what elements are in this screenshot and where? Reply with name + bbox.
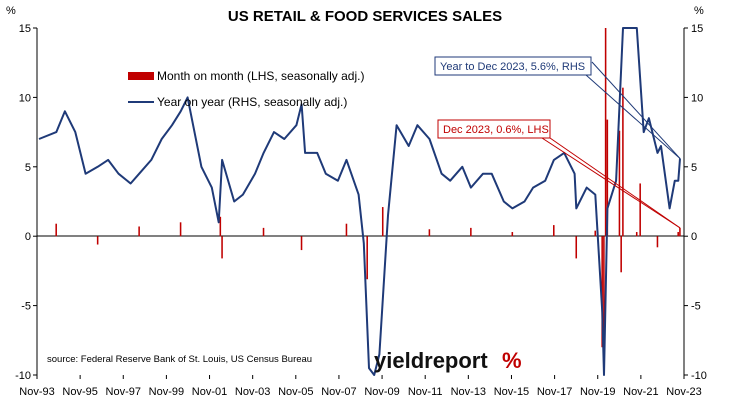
right-tick-label: 5 xyxy=(691,162,697,174)
x-tick-label: Nov-07 xyxy=(321,386,356,398)
mom-bar xyxy=(575,236,578,259)
x-tick-label: Nov-17 xyxy=(537,386,572,398)
mom-bar xyxy=(603,236,605,375)
x-tick-label: Nov-05 xyxy=(278,386,313,398)
mom-bar xyxy=(219,216,222,237)
mom-bar xyxy=(366,236,368,280)
mom-bar xyxy=(656,236,659,248)
mom-bar xyxy=(179,222,182,237)
mom-bar xyxy=(677,232,679,237)
right-axis-unit: % xyxy=(694,5,704,17)
mom-bar xyxy=(55,223,57,237)
mom-bar xyxy=(221,236,223,259)
x-tick-label: Nov-03 xyxy=(235,386,270,398)
x-tick-label: Nov-01 xyxy=(192,386,227,398)
source-note: source: Federal Reserve Bank of St. Loui… xyxy=(47,354,312,365)
mom-bar xyxy=(553,225,555,237)
mom-bar xyxy=(428,229,431,237)
x-tick-label: Nov-99 xyxy=(149,386,184,398)
mom-bar xyxy=(138,226,140,237)
mom-bar xyxy=(679,227,681,237)
mom-bar xyxy=(511,232,514,237)
x-axis-ticks: Nov-93 Nov-95 Nov-97 Nov-99 Nov-01 Nov-03 Nov-… xyxy=(19,375,702,398)
mom-bar xyxy=(594,230,597,237)
legend-swatch-mom xyxy=(128,72,154,80)
x-tick-label: Nov-19 xyxy=(580,386,615,398)
annotation-mom: Dec 2023, 0.6%, LHS xyxy=(437,119,681,229)
annotation-yoy-leader-2 xyxy=(591,61,681,159)
mom-bar xyxy=(381,207,384,237)
right-tick-label: 15 xyxy=(691,23,703,35)
right-tick-label: 10 xyxy=(691,92,703,104)
x-tick-label: Nov-13 xyxy=(451,386,486,398)
left-tick-label: -10 xyxy=(15,370,31,382)
annotation-mom-leader-1 xyxy=(549,137,681,229)
annotation-yoy: Year to Dec 2023, 5.6%, RHS xyxy=(434,56,681,159)
right-tick-label: -10 xyxy=(691,370,707,382)
mom-bar xyxy=(300,236,303,251)
mom-bar xyxy=(345,223,348,237)
legend: Month on month (LHS, seasonally adj.) Ye… xyxy=(128,69,364,109)
mom-bar xyxy=(601,236,603,348)
left-tick-label: 15 xyxy=(19,23,31,35)
x-tick-label: Nov-93 xyxy=(19,386,54,398)
annotation-mom-text: Dec 2023, 0.6%, LHS xyxy=(443,124,549,136)
x-tick-label: Nov-09 xyxy=(364,386,399,398)
right-tick-label: 0 xyxy=(691,231,697,243)
logo-percent-sign: % xyxy=(502,348,522,373)
mom-bar xyxy=(470,227,472,237)
mom-bar xyxy=(622,87,624,237)
x-tick-label: Nov-23 xyxy=(666,386,701,398)
left-axis-unit: % xyxy=(6,5,16,17)
right-tick-label: -5 xyxy=(691,301,701,313)
logo-wordmark: yieldreport xyxy=(374,348,488,373)
chart-title: US RETAIL & FOOD SERVICES SALES xyxy=(228,8,502,25)
left-tick-label: 10 xyxy=(19,92,31,104)
annotation-mom-leader-2 xyxy=(541,137,681,229)
left-axis-ticks: 15 10 5 0 -5 -10 xyxy=(15,23,37,382)
right-axis-ticks: 15 10 5 0 -5 -10 xyxy=(684,23,707,382)
axes xyxy=(36,28,685,375)
x-tick-label: Nov-97 xyxy=(106,386,141,398)
annotation-yoy-leader-1 xyxy=(585,74,681,159)
x-tick-label: Nov-95 xyxy=(62,386,97,398)
annotation-mom-box xyxy=(437,119,551,139)
x-tick-label: Nov-21 xyxy=(623,386,658,398)
x-tick-label: Nov-15 xyxy=(494,386,529,398)
annotation-yoy-box xyxy=(434,56,592,76)
mom-bar xyxy=(639,183,641,237)
mom-bar xyxy=(620,236,622,273)
left-tick-label: -5 xyxy=(21,301,31,313)
mom-bar xyxy=(618,130,621,237)
legend-label-yoy: Year on year (RHS, seasonally adj.) xyxy=(157,95,347,109)
left-tick-label: 5 xyxy=(25,162,31,174)
mom-bar xyxy=(96,236,99,245)
mom-bar xyxy=(604,28,607,237)
annotation-yoy-text: Year to Dec 2023, 5.6%, RHS xyxy=(440,61,585,73)
x-tick-label: Nov-11 xyxy=(408,386,443,398)
mom-bar xyxy=(262,227,265,237)
left-tick-label: 0 xyxy=(25,231,31,243)
yieldreport-logo: yieldreport % xyxy=(374,348,522,373)
mom-bar xyxy=(635,232,638,237)
legend-label-mom: Month on month (LHS, seasonally adj.) xyxy=(157,69,364,83)
